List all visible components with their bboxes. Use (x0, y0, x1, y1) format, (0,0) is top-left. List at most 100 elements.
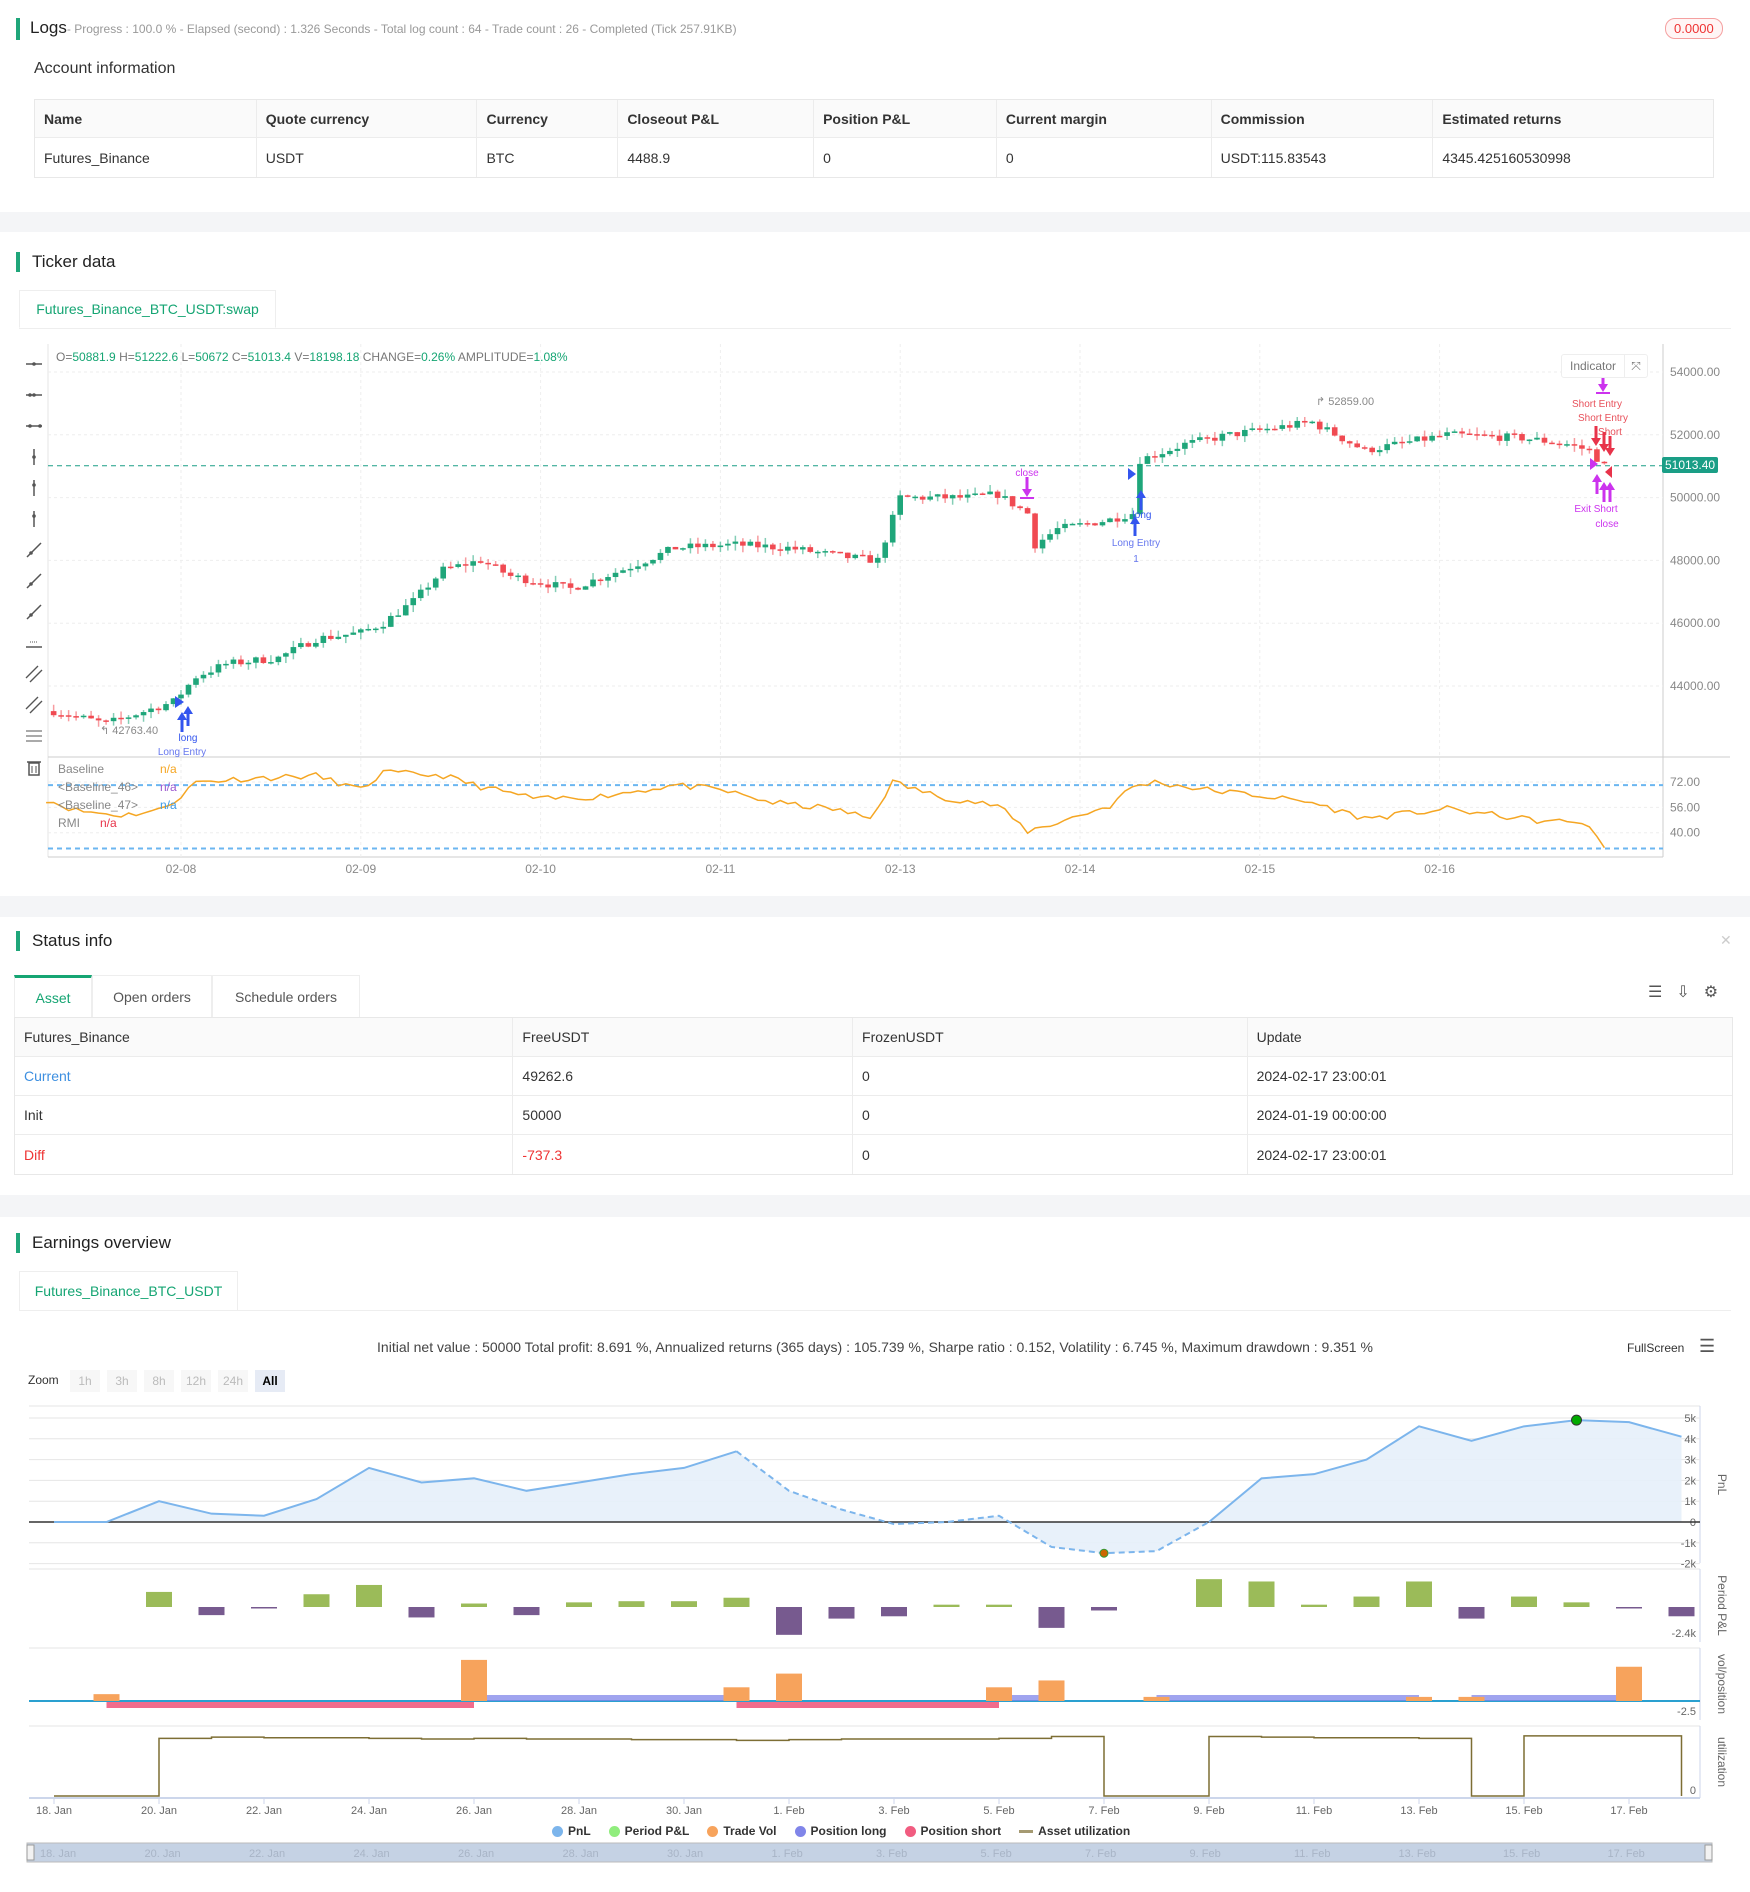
legend-item-period-p-l[interactable]: Period P&L (608, 1823, 689, 1839)
expand-icon[interactable]: ⤧ (1631, 359, 1641, 373)
tool-horizontal-line[interactable] (24, 354, 44, 374)
candle-body (695, 543, 701, 548)
tab-asset[interactable]: Asset (14, 975, 92, 1017)
tool-parallel-channel[interactable] (24, 664, 44, 684)
ray-line-icon (26, 573, 42, 589)
candle-body (650, 559, 656, 564)
candle-body (335, 636, 342, 639)
x-tick: 22. Jan (246, 1805, 282, 1817)
candle-body (874, 557, 881, 563)
candle-body (1316, 421, 1323, 430)
list-icon[interactable]: ☰ (1648, 984, 1663, 1001)
candle-body (1279, 425, 1286, 429)
indicator-button[interactable]: Indicator (1562, 355, 1626, 377)
candle-body (298, 643, 304, 648)
tool-vertical-ray[interactable] (24, 478, 44, 498)
candle-body (223, 663, 229, 666)
table-cell: 4345.425160530998 (1442, 149, 1571, 166)
zoom-8h[interactable]: 8h (144, 1370, 174, 1392)
table-cell: 49262.6 (513, 1057, 854, 1095)
candle-body (148, 708, 154, 713)
candle-body (912, 496, 918, 499)
tab-schedule-orders[interactable]: Schedule orders (212, 975, 360, 1017)
vertical-segment-icon (32, 511, 36, 527)
table-cell: 50000 (513, 1096, 854, 1134)
candle-body (343, 634, 349, 637)
fullscreen-button[interactable]: FullScreen (1627, 1341, 1685, 1355)
candle-body (320, 635, 327, 643)
amplitude-label: AMPLITUDE= (457, 350, 534, 364)
tool-fib-lines[interactable] (24, 726, 44, 746)
close-panel-icon[interactable]: ✕ (1720, 932, 1732, 948)
tool-price-label[interactable] (24, 633, 44, 653)
candle-body (1286, 425, 1293, 428)
tool-trash[interactable] (24, 757, 44, 777)
tab-open-orders[interactable]: Open orders (92, 975, 212, 1017)
tab-earnings-symbol[interactable]: Futures_Binance_BTC_USDT (19, 1271, 238, 1310)
tool-ray-line[interactable] (24, 571, 44, 591)
candle-body (95, 718, 102, 721)
zoom-12h[interactable]: 12h (181, 1370, 211, 1392)
pnl-tick: 4k (1684, 1434, 1696, 1446)
candle-body (590, 579, 596, 587)
legend-item-position-short[interactable]: Position short (904, 1823, 1001, 1839)
tool-horizontal-ray[interactable] (24, 385, 44, 405)
candle-body (275, 656, 282, 663)
tool-horizontal-segment[interactable] (24, 416, 44, 436)
candle-body (1436, 435, 1443, 438)
tool-segment[interactable] (24, 602, 44, 622)
horizontal-segment-icon (26, 424, 42, 428)
table-header-row: Futures_Binance FreeUSDT FrozenUSDT Update (15, 1018, 1732, 1057)
candle-body (268, 662, 274, 664)
legend-name: Baseline (58, 762, 105, 776)
table-cell: Futures_Binance (35, 138, 257, 177)
table-row: Current 49262.6 0 2024-02-17 23:00:01 (15, 1057, 1732, 1096)
zoom-24h[interactable]: 24h (218, 1370, 248, 1392)
period-pnl-bar (618, 1601, 645, 1607)
zoom-1h[interactable]: 1h (70, 1370, 100, 1392)
legend-value: n/a (100, 816, 117, 830)
navigator-handle[interactable] (1704, 1844, 1713, 1861)
menu-icon[interactable]: ☰ (1699, 1336, 1716, 1356)
candle-body (1586, 448, 1593, 451)
pnl-line (1208, 1419, 1682, 1523)
period-pnl-bar (1563, 1602, 1590, 1607)
date-tick: 02-09 (345, 862, 376, 876)
candle-body (560, 582, 566, 584)
legend-item-pnl[interactable]: PnL (552, 1823, 591, 1839)
rmi-tick: 72.00 (1670, 775, 1700, 789)
candle-body (283, 653, 289, 657)
candle-body (859, 554, 866, 557)
table-cell: -737.3 (513, 1135, 854, 1174)
column-header: Name (35, 100, 257, 137)
tool-vertical-line[interactable] (24, 447, 44, 467)
gear-icon[interactable]: ⚙ (1703, 984, 1719, 1001)
tool-vertical-segment[interactable] (24, 509, 44, 529)
period-pnl-bar (251, 1607, 277, 1609)
tab-ticker-symbol[interactable]: Futures_Binance_BTC_USDT:swap (19, 290, 276, 328)
tool-trend-line[interactable] (24, 540, 44, 560)
table-cell: 0 (853, 1096, 1248, 1134)
legend-item-position-long[interactable]: Position long (794, 1823, 887, 1839)
legend-item-trade-vol[interactable]: Trade Vol (707, 1823, 777, 1839)
download-icon[interactable]: ⇩ (1676, 984, 1690, 1001)
candle-body (1264, 428, 1271, 431)
open-value: 50881.9 (72, 350, 116, 364)
navigator-handle[interactable] (26, 1844, 35, 1861)
horizontal-line-icon (26, 362, 42, 366)
asset-table: Futures_Binance FreeUSDT FrozenUSDT Update C… (14, 1017, 1733, 1175)
rmi-tick: 40.00 (1670, 826, 1700, 840)
price-label-icon (26, 641, 42, 648)
zoom-All[interactable]: All (255, 1370, 285, 1392)
legend-item-asset-utilization[interactable]: Asset utilization (1019, 1823, 1130, 1839)
tool-channel[interactable] (24, 695, 44, 715)
low-value: 50672 (195, 350, 229, 364)
zoom-3h[interactable]: 3h (107, 1370, 137, 1392)
vol-tick: -2.5 (1677, 1706, 1696, 1718)
position-long-bar (1156, 1695, 1419, 1701)
date-tick: 02-10 (525, 862, 556, 876)
candle-body (163, 704, 169, 711)
period-pnl-bar (776, 1607, 802, 1635)
candle-body (1234, 432, 1241, 437)
fib-lines-icon (26, 730, 42, 742)
